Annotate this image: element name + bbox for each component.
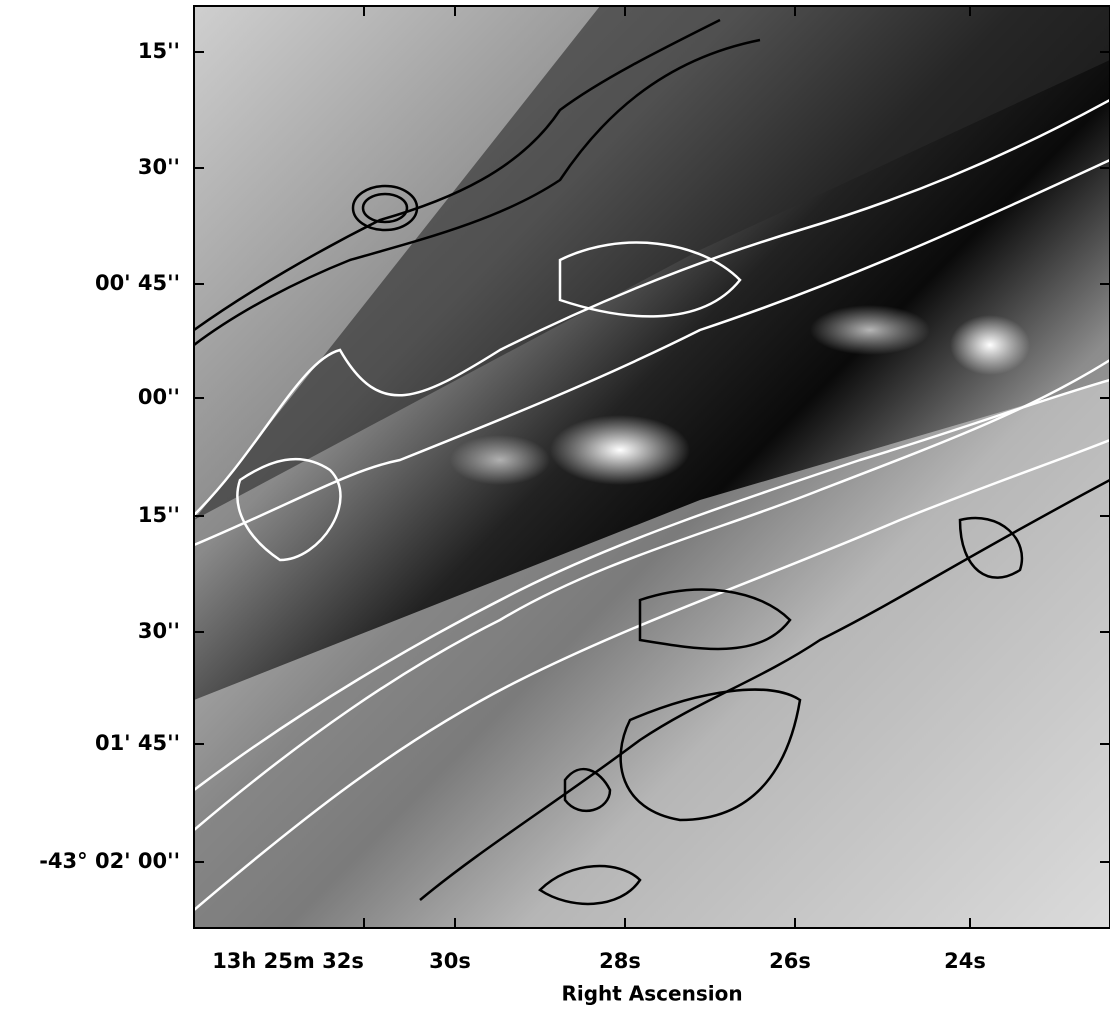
x-tick-label: 13h 25m 32s — [212, 949, 364, 973]
y-tick-label: -43° 02' 00'' — [39, 849, 180, 873]
y-tick-label: 01' 45'' — [95, 731, 180, 755]
x-tick-label: 30s — [429, 949, 471, 973]
x-tick-label: 24s — [944, 949, 986, 973]
y-tick-label: 15'' — [138, 39, 180, 63]
y-tick-label: 00' 45'' — [95, 271, 180, 295]
image — [194, 6, 1110, 928]
y-tick-label: 15'' — [138, 503, 180, 527]
x-tick-label: 28s — [599, 949, 641, 973]
y-tick-label: 00'' — [138, 385, 180, 409]
y-tick-label: 30'' — [138, 155, 180, 179]
x-tick-label: 26s — [769, 949, 811, 973]
figure: 15'' 30'' 00' 45'' 00'' 15'' 30'' 01' 45'' -43°… — [0, 0, 1110, 1013]
x-axis-title: Right Ascension — [561, 982, 742, 1006]
y-tick-label: 30'' — [138, 619, 180, 643]
